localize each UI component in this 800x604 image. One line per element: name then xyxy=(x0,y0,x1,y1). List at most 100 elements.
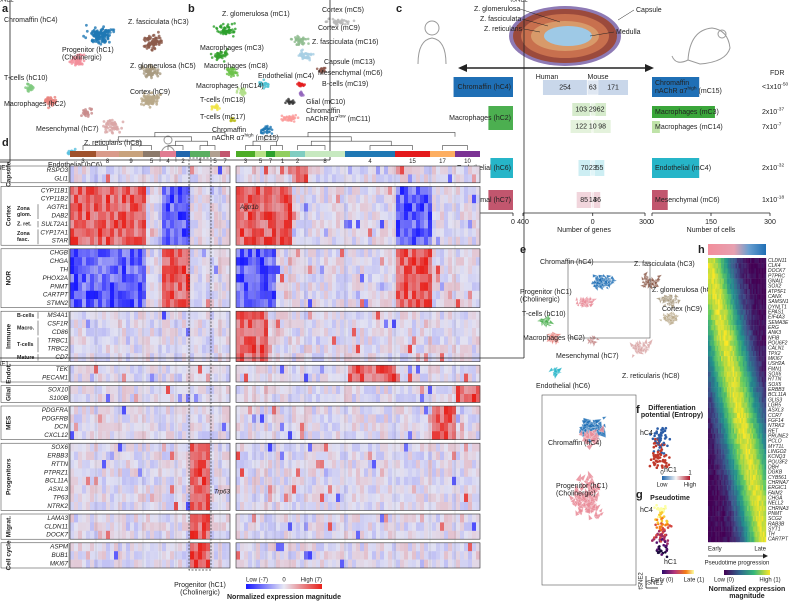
heatmap-cell xyxy=(300,422,305,432)
heatmap-cell xyxy=(412,282,417,291)
heatmap-cell xyxy=(416,344,421,354)
heatmap-cell xyxy=(464,443,469,452)
heatmap-cell xyxy=(138,431,143,440)
heatmap-cell xyxy=(452,311,457,320)
heatmap-cell xyxy=(436,476,441,486)
heatmap-cell xyxy=(256,431,261,440)
heatmap-cell xyxy=(110,431,115,440)
heatmap-cell xyxy=(102,365,107,374)
heatmap-cell xyxy=(436,336,441,345)
heatmap-cell xyxy=(106,385,111,395)
cluster-label: Mesenchymal (hC7) xyxy=(36,126,99,133)
heatmap-cell xyxy=(142,211,147,221)
heatmap-cell xyxy=(138,248,143,258)
heatmap-cell xyxy=(142,476,147,486)
cell-dot xyxy=(150,98,154,102)
heatmap-cell xyxy=(142,220,147,229)
cell-dot xyxy=(231,68,235,72)
heatmap-cell xyxy=(412,311,417,320)
heatmap-cell xyxy=(114,274,119,283)
heatmap-cell xyxy=(436,174,441,183)
heatmap-cell xyxy=(154,211,159,221)
heatmap-cell xyxy=(222,328,227,337)
heatmap-cell xyxy=(420,203,425,212)
heatmap-cell xyxy=(416,311,421,320)
heatmap-cell xyxy=(468,394,473,403)
heatmap-cell xyxy=(344,257,349,266)
heatmap-cell xyxy=(344,236,349,246)
heatmap-cell xyxy=(388,385,393,395)
heatmap-cell xyxy=(448,431,453,440)
heatmap-cell xyxy=(268,385,273,395)
heatmap-cell xyxy=(436,344,441,354)
heatmap-cell xyxy=(312,174,317,183)
cell-dot xyxy=(107,34,110,38)
dendrogram xyxy=(442,145,468,150)
heatmap-cell xyxy=(280,485,285,494)
heatmap-cell xyxy=(468,248,473,258)
heatmap-cell xyxy=(292,257,297,266)
heatmap-cell xyxy=(134,248,139,258)
cluster-color xyxy=(275,151,290,157)
heatmap-cell xyxy=(256,476,261,486)
heatmap-cell xyxy=(476,311,481,320)
heatmap-cell xyxy=(194,299,199,308)
heatmap-cell xyxy=(432,443,437,452)
heatmap-cell xyxy=(332,274,337,283)
gene-label: CHGA xyxy=(50,258,68,265)
heatmap-cell xyxy=(332,336,337,345)
heatmap-cell xyxy=(320,228,325,237)
heatmap-cell xyxy=(280,174,285,183)
heatmap-cell xyxy=(292,460,297,469)
cell-dot xyxy=(149,91,153,95)
heatmap-cell xyxy=(476,414,481,423)
heatmap-cell xyxy=(114,476,119,486)
heatmap-cell xyxy=(468,265,473,275)
cell-dot xyxy=(294,113,298,117)
heatmap-cell xyxy=(392,203,397,212)
heatmap-cell xyxy=(86,194,91,204)
cell-dot xyxy=(159,93,163,96)
heatmap-cell xyxy=(456,248,461,258)
heatmap-cell xyxy=(424,186,429,195)
heatmap-cell xyxy=(256,211,261,221)
cell-dot xyxy=(292,120,296,123)
heatmap-cell xyxy=(388,353,393,362)
heatmap-cell xyxy=(126,336,131,345)
heatmap-cell xyxy=(256,174,261,183)
heatmap-cell xyxy=(138,220,143,229)
heatmap-cell xyxy=(210,394,215,403)
heatmap-cell xyxy=(296,451,301,461)
cell-dot xyxy=(84,114,88,118)
heatmap-cell xyxy=(194,311,199,320)
heatmap-cell xyxy=(300,186,305,195)
heatmap-cell xyxy=(146,220,151,229)
cluster-label: Cortex (hC9) xyxy=(130,89,170,96)
label-part: (mC11) xyxy=(348,116,371,123)
heatmap-cell xyxy=(170,344,175,354)
heatmap-cell xyxy=(360,186,365,195)
heatmap-cell xyxy=(332,194,337,204)
cluster-color xyxy=(266,151,275,157)
heatmap-cell xyxy=(222,211,227,221)
heatmap-cell xyxy=(444,248,449,258)
heatmap-cell xyxy=(210,431,215,440)
heatmap-cell xyxy=(248,290,253,300)
heatmap-cell xyxy=(106,257,111,266)
heatmap-cell xyxy=(166,211,171,221)
heatmap-cell xyxy=(166,476,171,486)
heatmap-cell xyxy=(82,311,87,320)
heatmap-cell xyxy=(476,406,481,415)
cell-dot xyxy=(229,75,233,78)
cell-dot xyxy=(226,24,229,28)
heatmap-cell xyxy=(284,186,289,195)
heatmap-cell xyxy=(86,373,91,383)
heatmap-cell xyxy=(368,236,373,246)
heatmap-cell xyxy=(70,373,75,383)
heatmap-cell xyxy=(412,373,417,383)
cell-dot xyxy=(152,33,156,37)
cell-dot xyxy=(145,47,149,50)
heatmap-cell xyxy=(344,385,349,395)
cluster-color xyxy=(96,151,119,157)
heatmap-cell xyxy=(376,328,381,337)
